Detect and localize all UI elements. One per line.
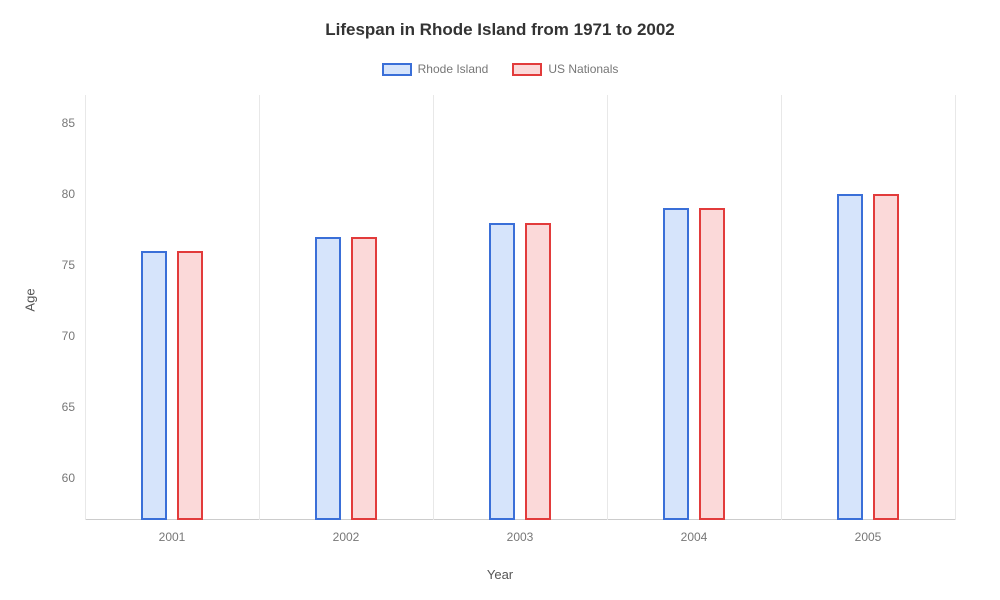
gridline xyxy=(955,95,956,520)
bar xyxy=(837,194,863,520)
y-tick-label: 85 xyxy=(62,116,75,130)
legend-label: US Nationals xyxy=(548,62,618,76)
bar xyxy=(873,194,899,520)
bar xyxy=(525,223,551,521)
plot-area: 60657075808520012002200320042005 xyxy=(85,95,955,520)
legend-item-rhode-island: Rhode Island xyxy=(382,62,489,76)
gridline xyxy=(607,95,608,520)
legend-item-us-nationals: US Nationals xyxy=(512,62,618,76)
legend-swatch-rhode-island xyxy=(382,63,412,76)
bar xyxy=(663,208,689,520)
gridline xyxy=(781,95,782,520)
gridline xyxy=(259,95,260,520)
bar xyxy=(141,251,167,520)
y-axis-label: Age xyxy=(23,288,38,311)
gridline xyxy=(433,95,434,520)
y-tick-label: 70 xyxy=(62,329,75,343)
bar xyxy=(315,237,341,520)
x-axis-label: Year xyxy=(487,567,513,582)
bar xyxy=(177,251,203,520)
chart-title: Lifespan in Rhode Island from 1971 to 20… xyxy=(0,20,1000,40)
x-tick-label: 2004 xyxy=(681,530,708,544)
x-axis-line xyxy=(85,519,955,520)
x-tick-label: 2005 xyxy=(855,530,882,544)
bar xyxy=(699,208,725,520)
y-tick-label: 75 xyxy=(62,258,75,272)
legend: Rhode Island US Nationals xyxy=(0,62,1000,76)
y-tick-label: 80 xyxy=(62,187,75,201)
bar xyxy=(351,237,377,520)
bar xyxy=(489,223,515,521)
legend-label: Rhode Island xyxy=(418,62,489,76)
legend-swatch-us-nationals xyxy=(512,63,542,76)
gridline xyxy=(85,95,86,520)
chart-container: Lifespan in Rhode Island from 1971 to 20… xyxy=(0,0,1000,600)
x-tick-label: 2001 xyxy=(159,530,186,544)
x-tick-label: 2003 xyxy=(507,530,534,544)
x-tick-label: 2002 xyxy=(333,530,360,544)
y-tick-label: 60 xyxy=(62,471,75,485)
y-tick-label: 65 xyxy=(62,400,75,414)
